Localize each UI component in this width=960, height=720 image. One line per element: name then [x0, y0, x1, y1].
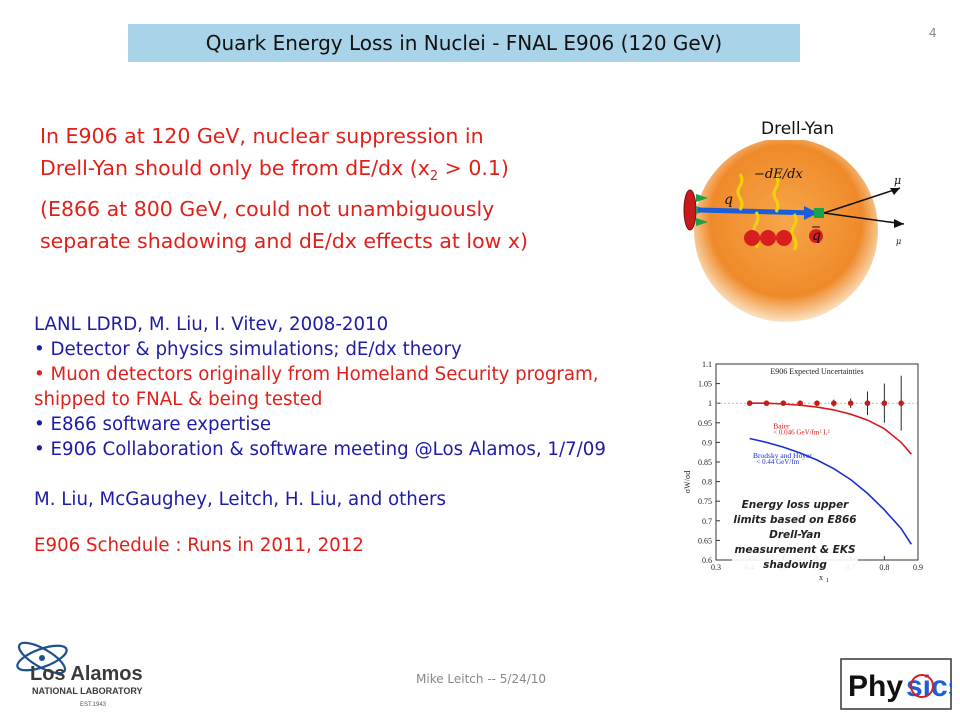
muon-plus-label: μ	[894, 174, 901, 187]
antiquark-label: q	[812, 228, 821, 244]
drell-yan-label: Drell-Yan	[761, 119, 834, 139]
nucleon-1	[744, 230, 760, 246]
brodsky-note: < 0.44 GeV/fm	[756, 458, 799, 466]
energy-loss-label: −dE/dx	[754, 167, 803, 182]
slide-number: 4	[929, 26, 937, 40]
svg-text:Los Alamos: Los Alamos	[30, 663, 143, 685]
gluon-wiggle-3	[772, 175, 780, 213]
y-tick-label: 0.75	[698, 497, 712, 506]
muon-plus-track	[823, 187, 901, 214]
bullet-3: • E866 software expertise	[34, 414, 272, 435]
bullet-4-text: E906 Collaboration & software meeting @L…	[50, 439, 606, 460]
los-alamos-logo: Los Alamos NATIONAL LABORATORY EST.1943	[16, 641, 143, 708]
data-point	[831, 400, 837, 406]
intro-line-3: (E866 at 800 GeV, could not unambiguousl…	[40, 197, 495, 222]
nucleon-3	[776, 230, 792, 246]
nucleon-2	[760, 230, 776, 246]
brodsky-label: Brodsky and Hoyer	[753, 451, 812, 460]
muon-minus-arrow	[894, 219, 904, 228]
bullet-4: • E906 Collaboration & software meeting …	[34, 439, 606, 460]
physics-logo: Phy sics	[840, 658, 952, 710]
quark-label: q	[724, 192, 733, 208]
ldrd-heading: LANL LDRD, M. Liu, I. Vitev, 2008-2010	[34, 314, 389, 335]
x-tick-label: 0.3	[711, 563, 721, 572]
y-tick-label: 1.05	[698, 380, 712, 389]
brodsky-hoyer-curve	[749, 437, 912, 545]
x-tick-label: 0.9	[913, 563, 923, 572]
data-point	[746, 400, 753, 406]
data-point	[797, 400, 803, 406]
muon-plus-arrow	[890, 188, 900, 195]
footer-text: Mike Leitch -- 5/24/10	[416, 672, 547, 686]
muon-minus-label: μ	[896, 237, 901, 246]
intro-line-4: separate shadowing and dE/dx effects at …	[40, 229, 529, 254]
gluon-wiggle-4	[790, 213, 798, 251]
annihilation-vertex	[814, 208, 824, 218]
data-point	[898, 400, 904, 406]
bullet-2-text: Muon detectors originally from Homeland …	[34, 364, 599, 410]
svg-text:Phy: Phy	[848, 670, 903, 703]
y-tick-label: 1	[708, 399, 712, 408]
muon-minus-track	[823, 212, 905, 225]
data-point	[780, 400, 787, 406]
beam-proton	[683, 189, 697, 231]
data-point	[763, 400, 770, 406]
proton-quark-3	[696, 218, 708, 226]
drell-yan-diagram: μ μ −dE/dx q q	[683, 140, 905, 322]
body-text: LANL LDRD, M. Liu, I. Vitev, 2008-2010 •…	[34, 312, 674, 558]
schedule-line: E906 Schedule : Runs in 2011, 2012	[34, 535, 364, 556]
data-point	[847, 400, 854, 406]
x-tick-label: 0.8	[879, 563, 889, 572]
y-tick-label: 0.65	[698, 536, 712, 545]
y-tick-label: 0.85	[698, 458, 712, 467]
data-point	[814, 400, 820, 406]
bullet-1: • Detector & physics simulations; dE/dx …	[34, 339, 462, 360]
svg-text:EST.1943: EST.1943	[80, 702, 107, 708]
baier-note: < 0.046 GeV/fm² L²	[773, 429, 829, 437]
proton-quark-1	[696, 194, 708, 202]
y-tick-label: 0.6	[702, 556, 712, 565]
y-tick-label: 0.9	[702, 438, 712, 447]
intro-line-2-pre: Drell-Yan should only be from dE/dx (x	[40, 156, 430, 180]
gluon-wiggle-1	[736, 173, 744, 211]
baier-curve	[749, 402, 912, 455]
intro-line-2-post: > 0.1)	[438, 156, 509, 180]
intro-line-1: In E906 at 120 GeV, nuclear suppression …	[40, 124, 484, 148]
y-tick-label: 0.7	[702, 517, 712, 526]
y-tick-label: 0.95	[698, 419, 712, 428]
y-axis-label: σW/σd	[683, 471, 692, 493]
svg-text:sics: sics	[906, 670, 952, 703]
chart-title: E906 Expected Uncertainties	[770, 367, 863, 376]
data-point	[864, 400, 871, 406]
plot-note: Energy loss upper limits based on E866 D…	[732, 498, 858, 573]
people-line: M. Liu, McGaughey, Leitch, H. Liu, and o…	[34, 489, 446, 510]
bullet-2: • Muon detectors originally from Homelan…	[34, 364, 599, 410]
intro-line-2: Drell-Yan should only be from dE/dx (x2 …	[40, 156, 509, 184]
baier-label: Baier	[773, 422, 790, 431]
data-point	[881, 400, 888, 406]
bullet-1-text: Detector & physics simulations; dE/dx th…	[50, 339, 462, 360]
nucleon-4	[809, 229, 823, 243]
x-axis-label: x	[819, 573, 823, 582]
x-axis-label-sub: 1	[826, 578, 829, 582]
slide-title: Quark Energy Loss in Nuclei - FNAL E906 …	[128, 24, 800, 62]
intro-text: In E906 at 120 GeV, nuclear suppression …	[40, 120, 670, 257]
intro-line-2-sub: 2	[429, 169, 439, 185]
y-tick-label: 1.1	[702, 360, 712, 369]
svg-text:NATIONAL LABORATORY: NATIONAL LABORATORY	[32, 686, 143, 696]
beam-arrow	[804, 206, 818, 220]
y-tick-label: 0.8	[702, 478, 712, 487]
slide-title-text: Quark Energy Loss in Nuclei - FNAL E906 …	[205, 31, 723, 55]
bullet-3-text: E866 software expertise	[50, 414, 272, 435]
